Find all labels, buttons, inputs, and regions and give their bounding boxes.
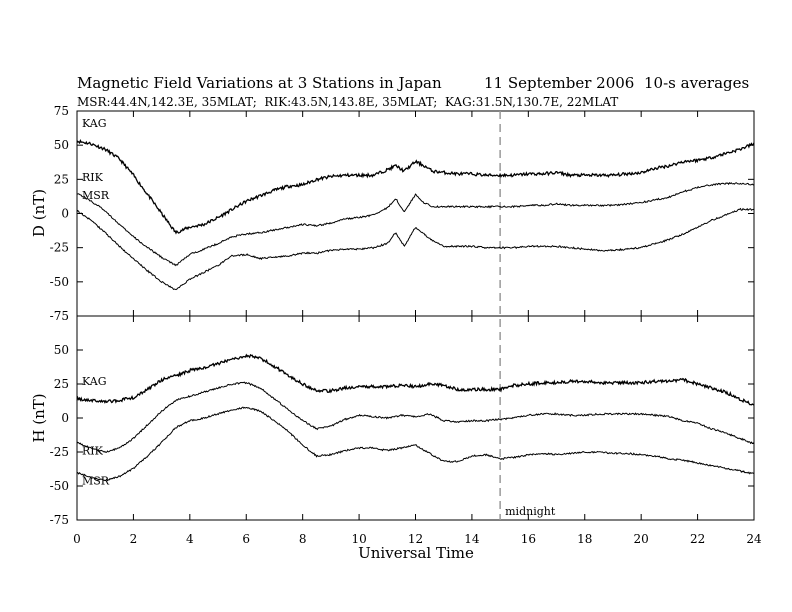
y-tick-label: -50	[50, 479, 69, 493]
top-y-axis-label: D (nT)	[30, 189, 48, 237]
x-ticks: 0 2 4 6 8 10 12 14 16 18 20 22 24	[73, 532, 762, 546]
x-tick-label: 22	[690, 532, 705, 546]
series-line-rik	[76, 381, 755, 453]
y-tick-label: -25	[50, 241, 69, 255]
series-label-rik: RIK	[82, 444, 104, 457]
midnight-marker-group: midnight	[499, 111, 556, 520]
x-tick-label: 24	[746, 532, 762, 546]
y-tick-label: -75	[50, 513, 69, 527]
x-axis-label: Universal Time	[358, 544, 474, 562]
x-tick-label: 14	[464, 532, 480, 546]
y-tick-label: 50	[54, 343, 69, 357]
series-line-rik	[76, 182, 755, 267]
x-tick-label: 6	[242, 532, 250, 546]
bottom-y-ticks: 50 25 0 -25 -50 -75	[50, 316, 755, 527]
x-tick-label: 10	[351, 532, 366, 546]
midnight-marker-label: midnight	[505, 505, 556, 518]
y-tick-label: 25	[54, 172, 69, 186]
x-tick-label: 8	[299, 532, 307, 546]
y-tick-label: 25	[54, 377, 69, 391]
chart-date: 11 September 2006	[484, 74, 634, 92]
stations-info: MSR:44.4N,142.3E, 35MLAT; RIK:43.5N,143.…	[77, 95, 618, 109]
averaging-label: 10-s averages	[644, 74, 749, 92]
y-tick-label: 50	[54, 138, 69, 152]
top-series-group: KAG RIK MSR	[76, 117, 755, 291]
chart-title: Magnetic Field Variations at 3 Stations …	[77, 74, 442, 92]
bottom-y-axis-label: H (nT)	[30, 393, 48, 442]
y-tick-label: 0	[61, 207, 69, 221]
bottom-series-group: KAG RIK MSR	[76, 353, 755, 487]
y-tick-label: 75	[54, 104, 69, 118]
x-tick-label: 18	[577, 532, 592, 546]
x-tick-label: 2	[130, 532, 138, 546]
y-tick-label: -50	[50, 275, 69, 289]
x-tick-label: 0	[73, 532, 81, 546]
series-label-kag: KAG	[82, 375, 107, 388]
x-tick-label: 16	[521, 532, 536, 546]
series-label-msr: MSR	[82, 474, 110, 487]
y-tick-label: -25	[50, 445, 69, 459]
x-tick-label: 4	[186, 532, 194, 546]
x-tick-label: 12	[408, 532, 423, 546]
series-line-kag	[76, 353, 755, 406]
series-line-msr	[76, 406, 755, 482]
series-label-kag: KAG	[82, 117, 107, 130]
series-line-msr	[76, 207, 755, 291]
bottom-panel-frame	[76, 315, 755, 521]
series-label-rik: RIK	[82, 171, 104, 184]
series-line-kag	[76, 139, 755, 235]
series-label-msr: MSR	[82, 189, 110, 202]
top-panel-frame	[76, 110, 755, 317]
y-tick-label: -75	[50, 309, 69, 323]
x-tick-label: 20	[634, 532, 649, 546]
y-tick-label: 0	[61, 411, 69, 425]
top-y-ticks: 75 50 25 0 -25 -50 -75	[50, 104, 755, 323]
